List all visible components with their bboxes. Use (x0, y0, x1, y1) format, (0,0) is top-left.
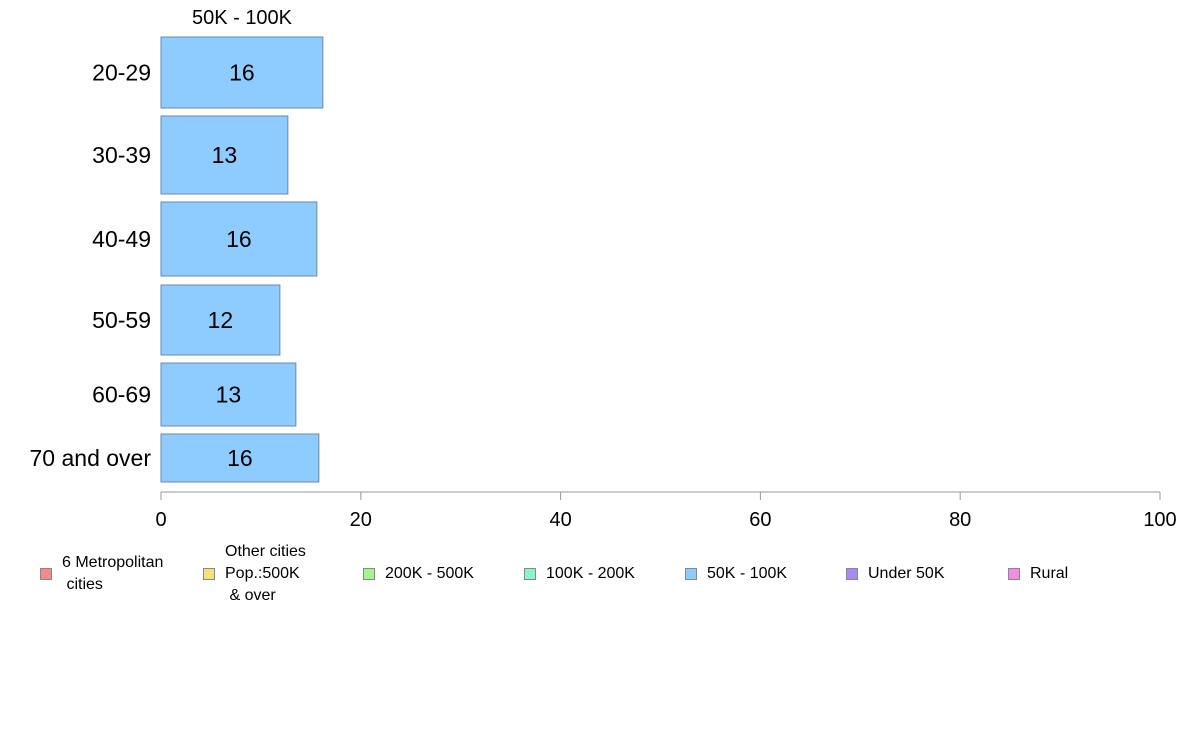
legend-swatch (363, 568, 375, 580)
legend-swatch (40, 568, 52, 580)
legend-label: Rural (1030, 565, 1069, 582)
bar-70-and-over (160, 433, 320, 483)
legend-item: Other cities Pop.:500K & over (203, 540, 306, 608)
data-label: 16 (226, 226, 252, 252)
data-label: 13 (216, 382, 242, 408)
x-tick-label: 80 (949, 509, 971, 531)
legend-swatch (685, 568, 697, 580)
x-tick-label: 60 (749, 509, 771, 531)
x-tick-label: 100 (1143, 509, 1176, 531)
x-tick-label: 20 (350, 509, 372, 531)
legend-label: Under 50K (868, 565, 945, 582)
category-label: 70 and over (30, 445, 152, 471)
data-label: 16 (227, 445, 253, 471)
data-label: 13 (212, 142, 238, 168)
data-label: 12 (208, 307, 234, 333)
data-label: 16 (229, 60, 255, 86)
category-label: 50-59 (92, 307, 151, 333)
category-label: 40-49 (92, 226, 151, 252)
legend-label: 50K - 100K (707, 565, 788, 582)
legend-label: 6 Metropolitan cities (62, 554, 164, 593)
legend-item: Rural (1008, 540, 1068, 608)
legend-swatch (1008, 568, 1020, 580)
legend-item: 200K - 500K (363, 540, 474, 608)
legend-item: 6 Metropolitan cities (40, 540, 163, 608)
legend-swatch (524, 568, 536, 580)
legend-label: 100K - 200K (546, 565, 635, 582)
bar-chart: 50K - 100K 16 13 16 12 13 16 20-29 30-39 40-49 5… (30, 7, 1177, 531)
bar-30-39 (160, 115, 289, 195)
legend-item: 100K - 200K (524, 540, 635, 608)
legend-label: 200K - 500K (385, 565, 474, 582)
x-tick-label: 40 (549, 509, 571, 531)
x-tick-label: 0 (155, 509, 166, 531)
bar-50-59 (160, 284, 281, 356)
category-label: 30-39 (92, 142, 151, 168)
legend-item: 50K - 100K (685, 540, 787, 608)
category-label: 60-69 (92, 382, 151, 408)
legend-swatch (846, 568, 858, 580)
legend-item: Under 50K (846, 540, 945, 608)
legend-swatch (203, 568, 215, 580)
legend-label: Other cities Pop.:500K & over (225, 543, 306, 604)
bar-40-49 (160, 201, 318, 277)
bar-60-69 (160, 362, 297, 427)
chart-title: 50K - 100K (192, 7, 293, 29)
bar-20-29 (160, 36, 324, 109)
legend: 6 Metropolitan cities Other cities Pop.:5… (0, 540, 1188, 620)
category-label: 20-29 (92, 60, 151, 86)
